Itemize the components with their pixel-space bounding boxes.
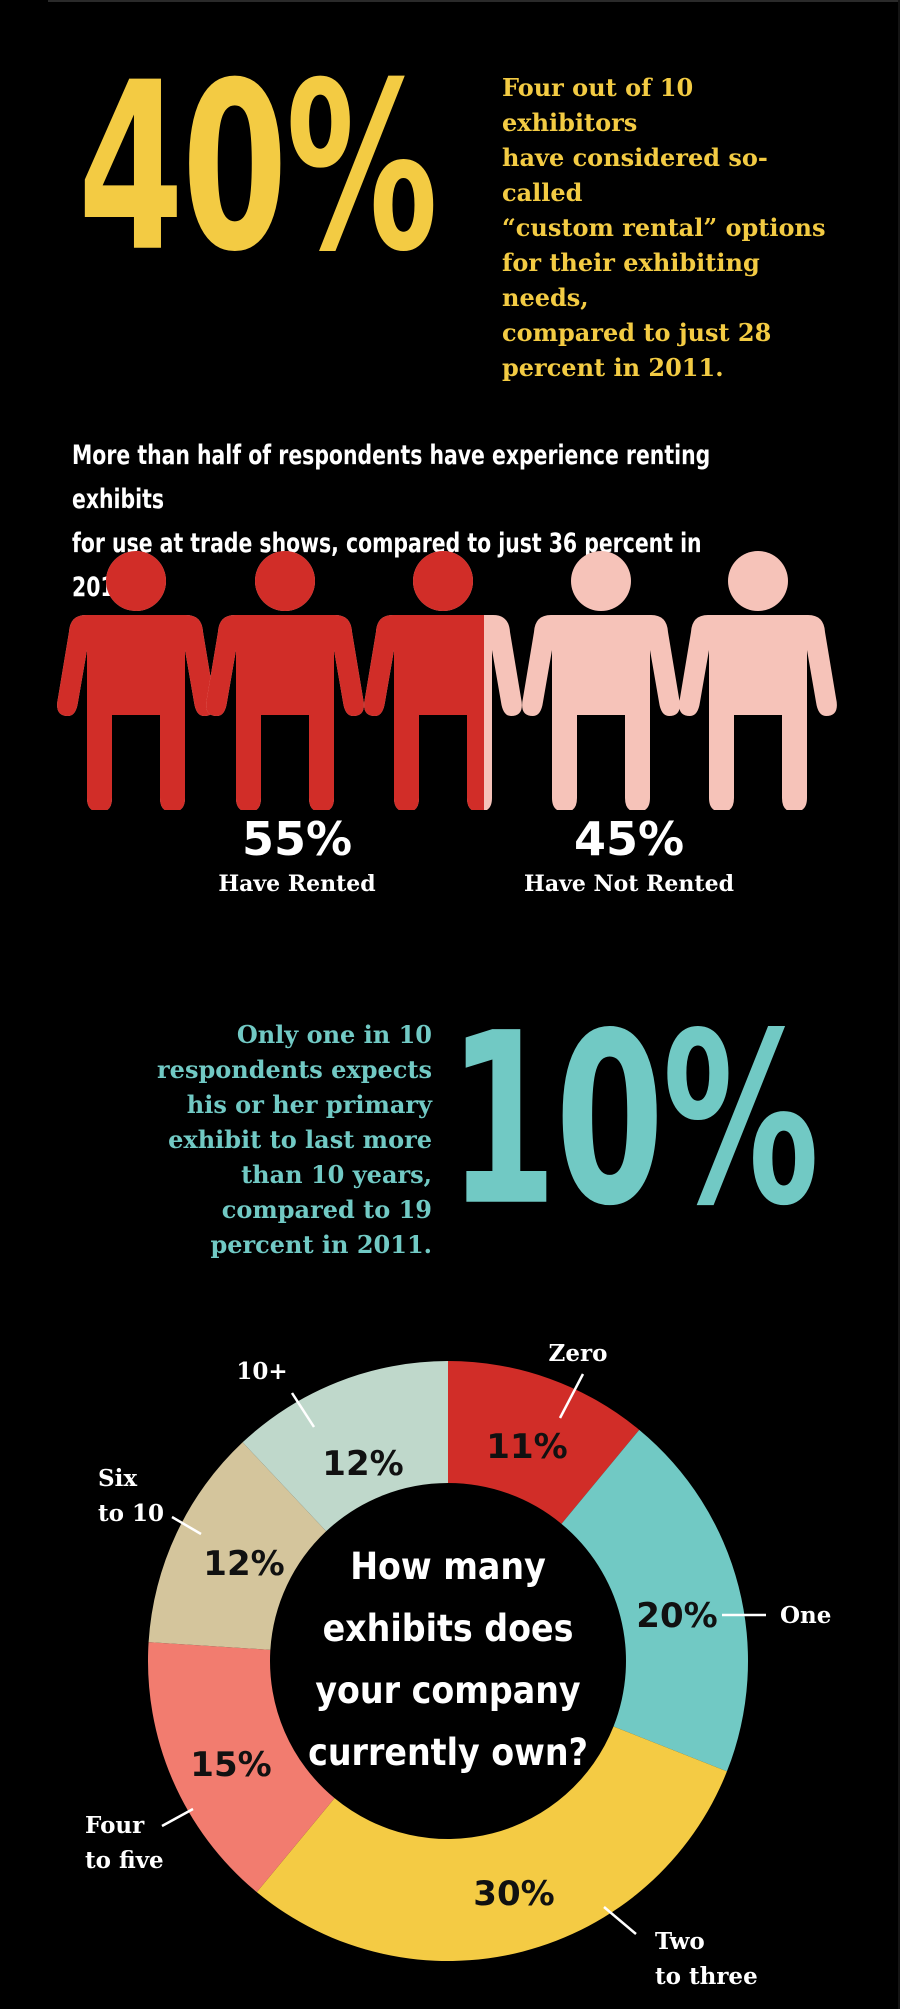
- leader-line: [290, 1392, 316, 1428]
- custom-rental-line: percent in 2011.: [502, 353, 724, 382]
- exhibit-lifespan-description: Only one in 10 respondents expects his o…: [150, 1017, 432, 1262]
- lifespan-line: compared to 19: [221, 1195, 432, 1224]
- custom-rental-description: Four out of 10 exhibitors have considere…: [502, 70, 832, 385]
- slice-category-label: Two: [655, 1928, 705, 1955]
- donut-slice: [256, 1726, 727, 1961]
- person-icon: [57, 551, 215, 810]
- ten-percent-stat: 10%: [448, 981, 819, 1259]
- slice-category-label: to five: [85, 1847, 164, 1874]
- chart-center-question: currently own?: [308, 1731, 588, 1774]
- not-rented-label: Have Not Rented: [524, 871, 734, 897]
- person-icon: [522, 551, 680, 810]
- right-border: [898, 0, 900, 2009]
- donut-slice: [242, 1361, 448, 1532]
- donut-slice: [448, 1361, 640, 1524]
- custom-rental-line: compared to just 28: [502, 318, 772, 347]
- leader-line: [558, 1373, 585, 1419]
- rented-percent: 55%: [241, 812, 353, 866]
- lifespan-line: respondents expects: [157, 1055, 432, 1084]
- not-rented-percent: 45%: [573, 812, 685, 866]
- chart-center-question: How many: [350, 1545, 546, 1588]
- slice-category-label: One: [780, 1602, 831, 1629]
- left-margin: [0, 0, 48, 2009]
- lifespan-line: than 10 years,: [241, 1160, 432, 1189]
- slice-value-label: 15%: [190, 1745, 271, 1785]
- slice-category-label: Six: [98, 1465, 137, 1492]
- slice-value-label: 12%: [322, 1444, 403, 1484]
- person-icon: [206, 551, 364, 810]
- custom-rental-line: for their exhibiting needs,: [502, 248, 760, 312]
- leader-line: [603, 1906, 637, 1935]
- donut-slice: [561, 1429, 748, 1772]
- slice-value-label: 12%: [203, 1544, 284, 1584]
- slice-category-label: Zero: [549, 1340, 608, 1367]
- people-pictogram: [57, 551, 837, 810]
- lifespan-line: his or her primary: [186, 1090, 432, 1119]
- renting-heading: More than half of respondents have exper…: [72, 434, 727, 610]
- slice-value-label: 11%: [486, 1427, 567, 1467]
- top-border: [0, 0, 900, 2]
- lifespan-line: exhibit to last more: [168, 1125, 432, 1154]
- leader-line: [161, 1807, 194, 1828]
- leader-line: [171, 1515, 202, 1536]
- donut-slice: [148, 1442, 327, 1650]
- slice-category-label: to three: [655, 1963, 758, 1990]
- slice-category-label: Four: [85, 1812, 145, 1839]
- donut-slice: [148, 1642, 335, 1893]
- custom-rental-line: Four out of 10 exhibitors: [502, 73, 694, 137]
- exhibits-owned-donut-chart: 11% Zero 20% One 30% Two to three 15% Four to fiv…: [85, 1340, 831, 1990]
- lifespan-line: Only one in 10: [236, 1020, 432, 1049]
- rented-label: Have Rented: [218, 871, 376, 897]
- renting-heading-line: More than half of respondents have exper…: [72, 440, 711, 515]
- chart-center-question: exhibits does: [323, 1607, 574, 1650]
- slice-value-label: 20%: [636, 1596, 717, 1636]
- slice-value-label: 30%: [473, 1874, 554, 1914]
- slice-category-label: 10+: [236, 1358, 287, 1385]
- lifespan-line: percent in 2011.: [210, 1230, 432, 1259]
- person-icon: [679, 551, 837, 810]
- forty-percent-stat: 40%: [78, 31, 438, 303]
- chart-center-question: your company: [315, 1669, 581, 1712]
- slice-category-label: to 10: [98, 1500, 164, 1527]
- custom-rental-line: have considered so-called: [502, 143, 768, 207]
- person-icon: [364, 551, 522, 810]
- custom-rental-line: “custom rental” options: [502, 213, 826, 242]
